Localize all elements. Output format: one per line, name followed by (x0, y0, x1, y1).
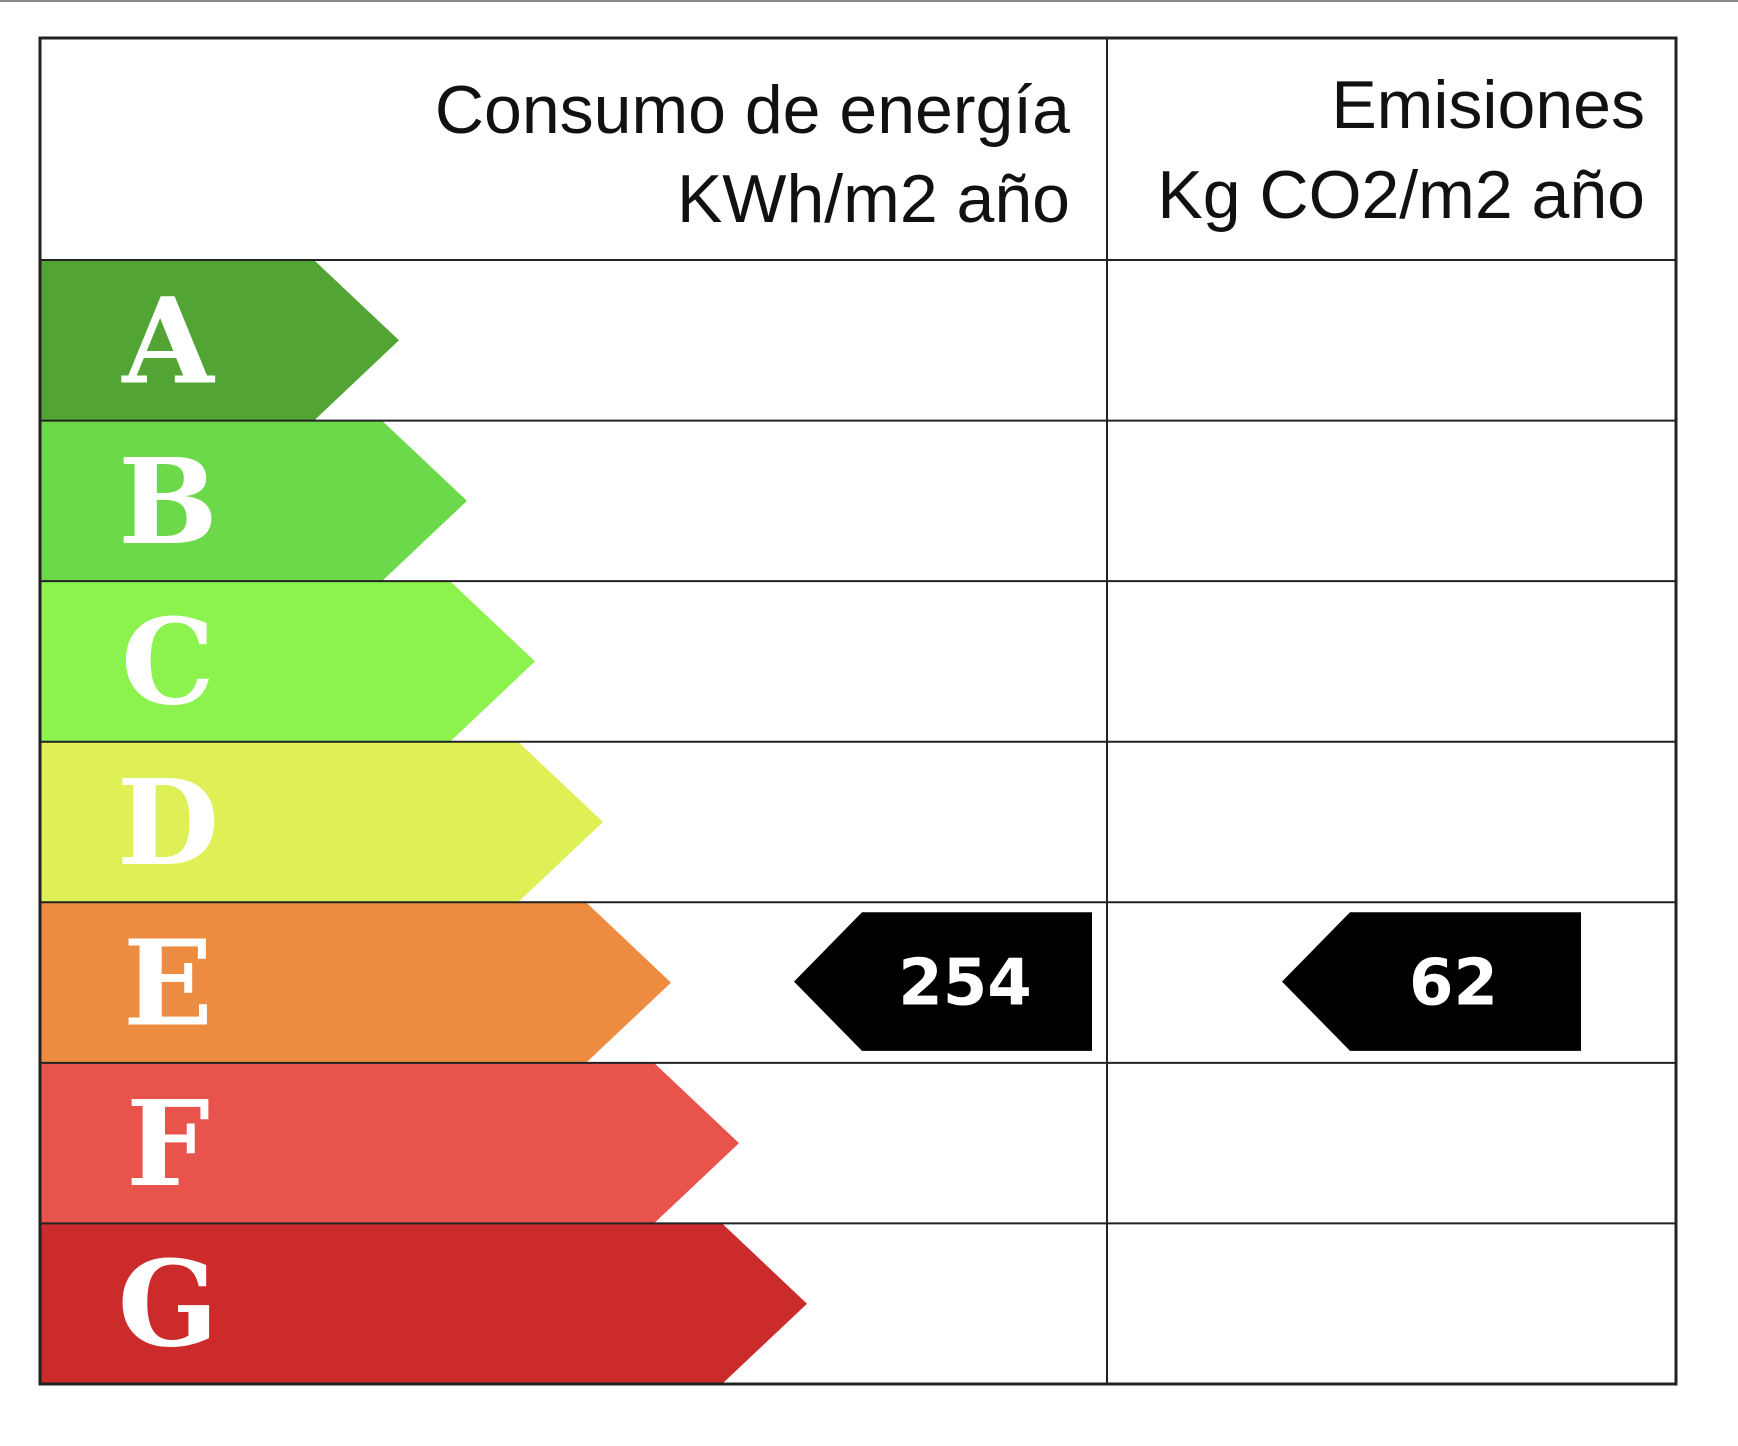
class-letter: C (121, 592, 215, 731)
class-arrow (40, 420, 467, 582)
emissions-unit: Kg CO2/m2 año (1157, 157, 1645, 233)
energy-value: 254 (898, 947, 1032, 1021)
class-arrow (40, 741, 603, 903)
class-arrow (40, 1223, 807, 1384)
class-letter: G (118, 1235, 219, 1374)
emissions-title: Emisiones (1331, 67, 1645, 143)
energy-indicator (794, 912, 1092, 1051)
emissions-value: 62 (1409, 947, 1498, 1021)
class-arrow (40, 581, 535, 742)
table-border (38, 36, 1678, 1386)
class-letter: F (126, 1074, 210, 1213)
class-arrow (40, 1062, 739, 1224)
class-letter: B (118, 432, 218, 571)
class-letter: E (123, 914, 213, 1053)
class-arrow (40, 902, 671, 1063)
emissions-indicator (1282, 912, 1581, 1051)
class-arrow (40, 260, 399, 421)
energy-title: Consumo de energía (435, 72, 1070, 148)
class-letter: A (121, 271, 215, 410)
class-letter: D (117, 753, 219, 892)
energy-unit: KWh/m2 año (677, 161, 1070, 237)
